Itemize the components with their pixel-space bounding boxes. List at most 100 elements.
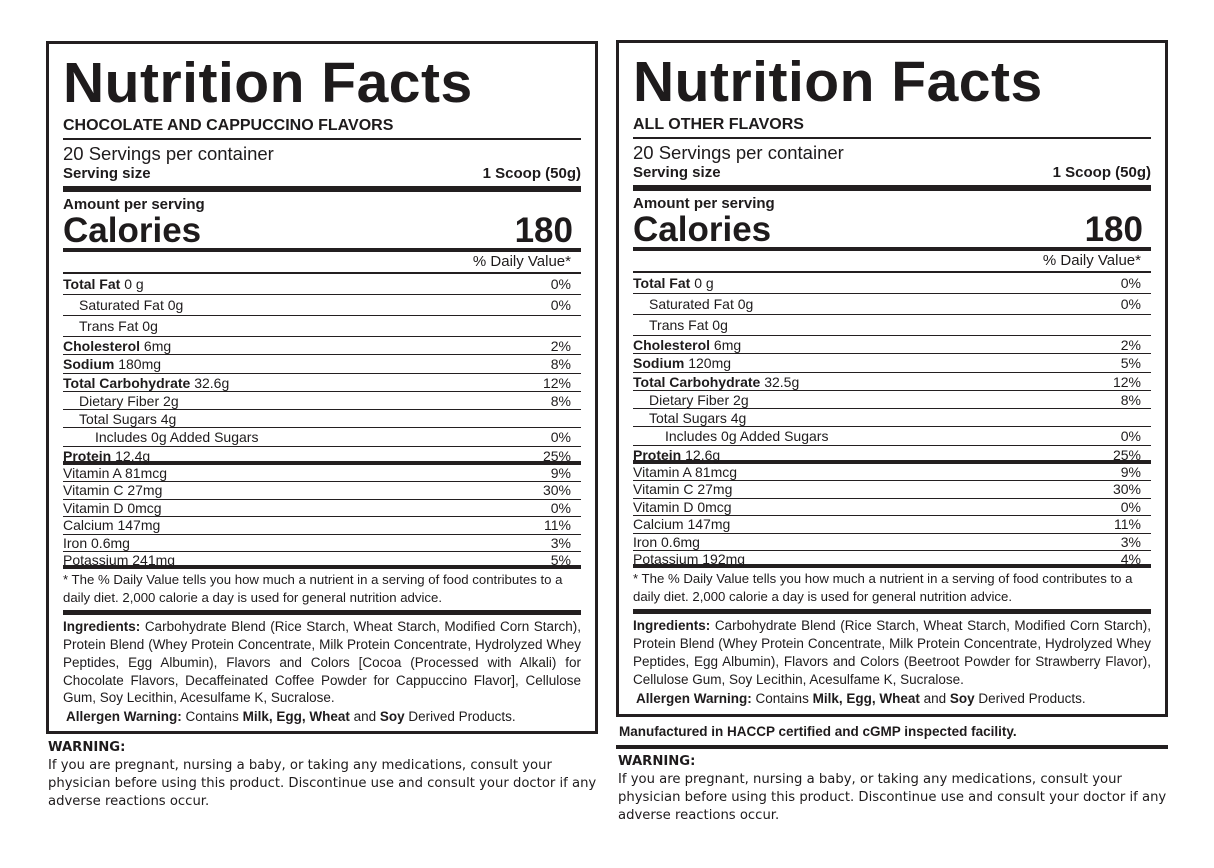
nutrient-amount: 32.5g — [764, 373, 800, 390]
nutrient-amount: 0g — [142, 318, 158, 334]
nutrient-amount: 4g — [730, 410, 747, 427]
nutrition-panel-other-flavors: Nutrition Facts ALL OTHER FLAVORS 20 Servi… — [616, 40, 1168, 825]
allergen-warning: Allergen Warning: Contains Milk, Egg, Wh… — [636, 690, 1086, 708]
servings-per-container: 20 Servings per container — [633, 142, 844, 163]
warning-title: WARNING: — [48, 740, 126, 755]
nutrient-name: Total Carbohydrate — [633, 373, 761, 390]
nutrient-daily-value: 4% — [1120, 551, 1141, 568]
nutrient-row: Trans Fat 0g — [633, 315, 1151, 336]
nutrient-row: Potassium 192mg 4% — [633, 551, 1151, 569]
nutrient-row: Trans Fat 0g — [63, 316, 581, 337]
panel-title: Nutrition Facts — [63, 51, 473, 115]
nutrient-amount: 2g — [163, 392, 179, 409]
nutrient-name: Vitamin A — [633, 464, 692, 481]
allergen-warning: Allergen Warning: Contains Milk, Egg, Wh… — [66, 708, 516, 726]
ingredients-label: Ingredients: — [63, 619, 141, 635]
panel-title: Nutrition Facts — [633, 50, 1043, 114]
nutrient-label: Vitamin D 0mcg — [633, 499, 732, 515]
nutrient-amount: 0 g — [124, 276, 144, 292]
nutrient-amount: 192mg — [702, 551, 746, 568]
nutrient-name: Dietary Fiber — [79, 392, 160, 409]
nutrient-label: Trans Fat 0g — [63, 316, 158, 336]
nutrient-daily-value: 0% — [1120, 498, 1141, 515]
nutrient-label: Trans Fat 0g — [633, 315, 728, 335]
nutrient-name: Total Sugars — [79, 411, 157, 428]
nutrient-daily-value: 9% — [1120, 464, 1141, 481]
ingredients: Ingredients: Carbohydrate Blend (Rice St… — [63, 618, 581, 707]
nutrient-label: Total Fat 0 g — [63, 274, 144, 294]
nutrient-row: Iron 0.6mg 3% — [63, 534, 581, 553]
ingredients-text: Carbohydrate Blend (Rice Starch, Wheat S… — [63, 619, 581, 706]
nutrient-amount: 0 g — [694, 275, 714, 291]
nutrient-row: Total Fat 0 g 0% — [633, 273, 1151, 294]
allergen-text: Derived Products. — [404, 709, 516, 724]
calories-row: Calories 180 — [633, 210, 1151, 251]
nutrient-row: Total Fat 0 g 0% — [63, 274, 581, 295]
flavor-subtitle: ALL OTHER FLAVORS — [633, 115, 1151, 139]
warning-title: WARNING: — [618, 754, 696, 769]
nutrient-row: Includes 0g Added Sugars 0% — [63, 428, 581, 447]
nutrient-row: Potassium 241mg 5% — [63, 552, 581, 570]
nutrient-daily-value: 8% — [550, 392, 571, 409]
nutrient-amount: 120mg — [688, 355, 732, 372]
ingredients: Ingredients: Carbohydrate Blend (Rice St… — [633, 617, 1151, 688]
nutrient-name: Total Fat — [63, 276, 121, 292]
nutrient-daily-value: 8% — [1120, 391, 1141, 408]
serving-size-label: Serving size — [633, 164, 721, 181]
nutrient-row: Vitamin D 0mcg 0% — [633, 498, 1151, 517]
allergen-text: Milk, Egg, Wheat — [812, 691, 920, 706]
nutrient-daily-value: 0% — [1120, 275, 1141, 291]
calories-label: Calories — [633, 210, 772, 249]
nutrient-row: Sodium 180mg 8% — [63, 355, 581, 374]
calories-value: 180 — [514, 211, 573, 250]
nutrient-daily-value: 9% — [550, 465, 571, 482]
nutrient-name: Total Carbohydrate — [63, 374, 191, 391]
nutrient-daily-value: 0% — [550, 429, 571, 446]
nutrient-amount: 0.6mg — [91, 534, 130, 551]
nutrient-daily-value: 0% — [1120, 296, 1141, 312]
nutrient-daily-value: 25% — [542, 447, 571, 464]
amount-per-serving-label: Amount per serving — [63, 196, 205, 213]
nutrient-row: Total Sugars 4g — [63, 410, 581, 429]
label-box: Nutrition Facts ALL OTHER FLAVORS 20 Servi… — [616, 40, 1168, 717]
allergen-text: Derived Products. — [974, 691, 1086, 706]
nutrient-name: Dietary Fiber — [649, 391, 730, 408]
nutrient-name: Iron — [633, 533, 658, 550]
serving-size-row: Serving size 1 Scoop (50g) — [633, 163, 1151, 191]
nutrient-row: Protein 12.6g 25% — [633, 446, 1151, 465]
nutrient-name: Calcium — [633, 516, 684, 533]
nutrient-daily-value: 0% — [550, 297, 571, 313]
nutrient-row: Saturated Fat 0g 0% — [63, 295, 581, 316]
allergen-text: Contains — [185, 709, 243, 724]
nutrient-amount: 0mcg — [127, 499, 162, 516]
ingredients-text: Carbohydrate Blend (Rice Starch, Wheat S… — [633, 618, 1151, 687]
nutrient-row: Cholesterol 6mg 2% — [63, 337, 581, 356]
nutrient-label: Protein 12.6g — [633, 446, 720, 463]
nutrient-label: Includes 0g Added Sugars — [633, 427, 828, 444]
nutrient-amount: 12.4g — [115, 447, 151, 464]
nutrient-amount: 27mg — [127, 482, 163, 499]
nutrient-row: Includes 0g Added Sugars 0% — [633, 427, 1151, 446]
nutrient-label: Saturated Fat 0g — [633, 294, 753, 314]
nutrient-row: Saturated Fat 0g 0% — [633, 294, 1151, 315]
nutrient-amount: 27mg — [697, 481, 733, 498]
nutrient-daily-value: 2% — [550, 338, 571, 354]
nutrient-name: Potassium — [633, 551, 699, 568]
nutrient-daily-value: 25% — [1112, 446, 1141, 463]
nutrient-label: Saturated Fat 0g — [63, 295, 183, 315]
nutrient-label: Vitamin A 81mcg — [633, 464, 737, 480]
nutrient-amount: 0g — [737, 296, 754, 312]
nutrient-label: Protein 12.4g — [63, 447, 151, 464]
allergen-label: Allergen Warning: — [636, 691, 752, 706]
nutrient-daily-value: 5% — [550, 552, 571, 569]
nutrient-label: Cholesterol 6mg — [63, 337, 171, 354]
nutrient-name: Potassium — [63, 552, 129, 569]
nutrient-row: Dietary Fiber 2g 8% — [633, 391, 1151, 410]
nutrient-daily-value: 3% — [550, 534, 571, 551]
nutrient-label: Vitamin A 81mcg — [63, 465, 167, 481]
nutrient-name: Vitamin A — [63, 465, 122, 482]
nutrient-amount: 4g — [160, 411, 177, 428]
nutrient-label: Sodium 180mg — [63, 355, 161, 372]
warning-text: If you are pregnant, nursing a baby, or … — [48, 758, 597, 809]
nutrient-amount: 2g — [733, 391, 749, 408]
